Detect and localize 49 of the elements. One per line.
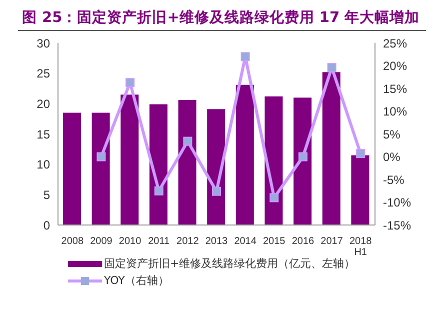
legend-label: 固定资产折旧+维修及线路绿化费用（亿元、左轴） [104,256,356,271]
point [126,78,135,88]
y-tick-label: 5 [43,188,50,202]
x-tick-label: 2012 [176,236,200,247]
y-tick-label: 20 [36,96,50,111]
bar [63,112,81,225]
chart-title: 图 25：固定资产折旧+维修及线路绿化费用 17 年大幅增加 [21,8,421,28]
y2-tick-label: -10% [383,196,412,210]
x-tick-label: 2009 [90,236,113,247]
bar [294,98,312,225]
legend-label: YOY（右轴） [104,273,169,288]
point [96,152,106,162]
x-tick-label: 2011 [148,236,170,247]
bar [92,112,110,225]
x-tick-label: 2010 [118,236,142,247]
x-tick-label: 2017 [320,236,344,247]
y2-tick-label: 25% [383,36,408,50]
y-tick-label: 10 [36,158,50,172]
x-tick-label: 2018 H1 [349,236,372,258]
y2-tick-label: -5% [383,172,405,187]
y-tick-label: 15 [36,127,50,142]
point [183,136,192,146]
y-tick-label: 30 [36,36,50,50]
y-tick-label: 0 [43,218,50,232]
point [154,186,164,196]
bar [178,100,196,225]
y2-tick-label: 15% [383,82,408,96]
y2-tick-label: 20% [383,59,408,74]
point [298,152,308,162]
point [240,52,250,62]
point [212,186,221,196]
bar [322,72,340,225]
x-tick-label: 2016 [292,236,315,247]
x-tick-label: 2015 [263,236,286,247]
y2-tick-label: -15% [383,218,412,232]
y-tick-label: 25 [36,66,50,81]
y2-tick-label: 10% [383,104,408,119]
point [356,149,366,158]
x-tick-label: 2013 [205,236,228,247]
bar [120,94,139,225]
bar [236,84,254,225]
point [270,193,279,202]
bar [351,155,370,225]
bar [149,104,168,225]
x-tick-label: 2014 [234,236,257,247]
y2-tick-label: 0% [383,150,401,164]
point [327,63,336,72]
y2-tick-label: 5% [383,127,401,142]
x-tick-label: 2008 [61,236,84,247]
